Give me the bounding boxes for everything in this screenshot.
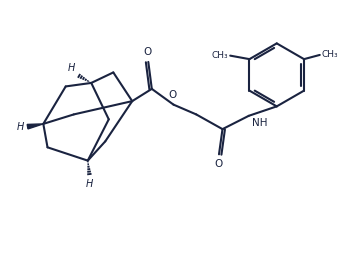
Text: CH₃: CH₃: [321, 50, 338, 59]
Polygon shape: [27, 124, 43, 129]
Text: O: O: [215, 159, 223, 168]
Text: CH₃: CH₃: [212, 51, 228, 60]
Text: H: H: [86, 179, 93, 189]
Text: O: O: [144, 47, 152, 57]
Text: NH: NH: [252, 117, 267, 128]
Text: H: H: [17, 122, 24, 132]
Text: O: O: [168, 90, 177, 100]
Text: H: H: [68, 63, 75, 73]
